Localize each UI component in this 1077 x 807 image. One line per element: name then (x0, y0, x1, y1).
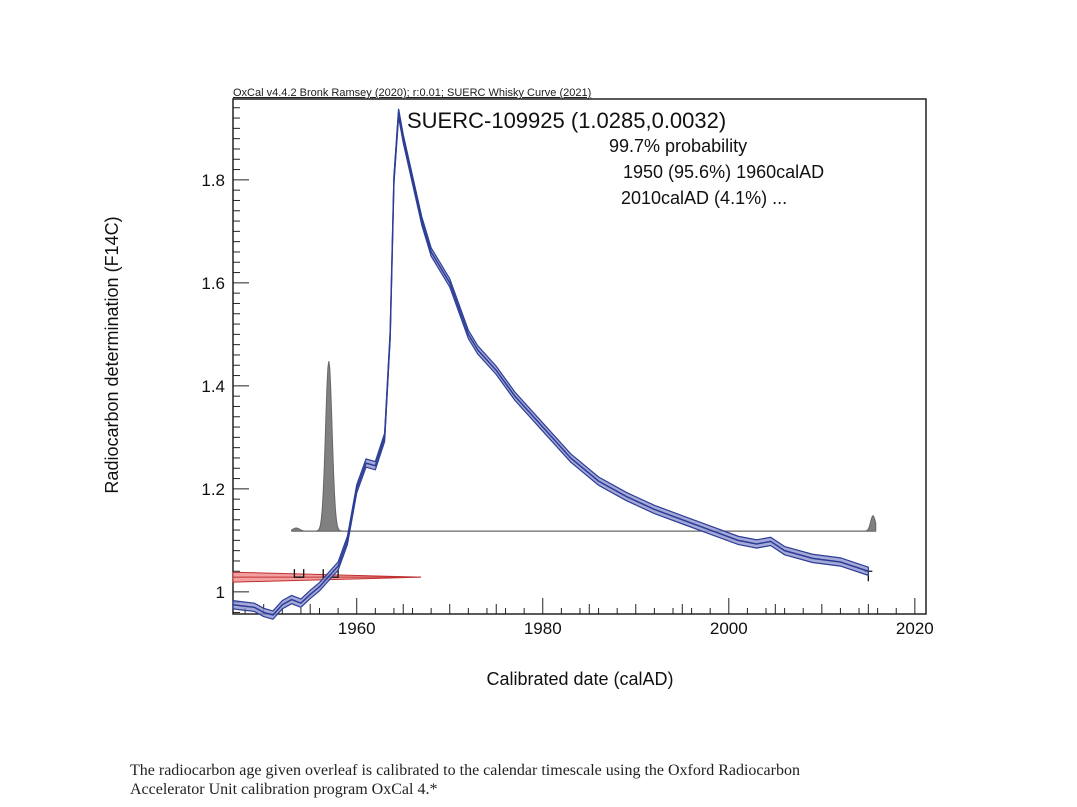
x-tick-label: 2020 (896, 619, 934, 638)
chart-header: OxCal v4.4.2 Bronk Ramsey (2020); r:0.01… (233, 87, 591, 99)
calibration-curve (232, 112, 869, 616)
x-tick-label: 1980 (524, 619, 562, 638)
y-tick-label: 1 (216, 583, 225, 602)
caption: The radiocarbon age given overleaf is ca… (130, 761, 930, 799)
y-tick-label: 1.6 (201, 274, 225, 293)
x-tick-label: 2000 (710, 619, 748, 638)
annotation-3: 2010calAD (4.1%) ... (621, 188, 787, 208)
y-tick-label: 1.4 (201, 377, 225, 396)
y-tick-label: 1.8 (201, 171, 225, 190)
x-tick-label: 1960 (338, 619, 376, 638)
y-tick-label: 1.2 (201, 480, 225, 499)
caption-line-1: The radiocarbon age given overleaf is ca… (130, 762, 800, 779)
posterior-distribution (291, 361, 877, 532)
calibration-curve-band (232, 108, 869, 620)
annotation-2: 1950 (95.6%) 1960calAD (623, 162, 824, 182)
x-axis-label: Calibrated date (calAD) (486, 669, 673, 689)
chart-title: SUERC-109925 (1.0285,0.0032) (407, 108, 726, 133)
caption-line-2: Accelerator Unit calibration program OxC… (130, 781, 438, 798)
range-bracket (293, 569, 305, 578)
annotation-1: 99.7% probability (609, 136, 747, 156)
y-axis-label: Radiocarbon determination (F14C) (102, 216, 122, 493)
